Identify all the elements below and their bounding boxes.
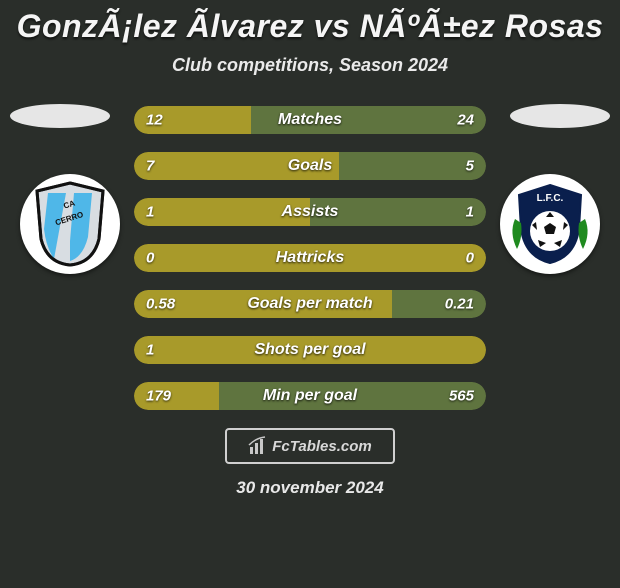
page-title: GonzÃ¡lez Ãlvarez vs NÃºÃ±ez Rosas	[0, 8, 620, 45]
stat-row: 179565Min per goal	[134, 382, 486, 410]
watermark: FcTables.com	[225, 428, 395, 464]
stat-rows: 1224Matches 75Goals 11Assists 00Hattricks 0.…	[134, 104, 486, 410]
stat-label: Shots per goal	[134, 341, 486, 359]
stat-row: 11Assists	[134, 198, 486, 226]
stat-label: Matches	[134, 111, 486, 129]
comparison-chart: CA CERRO L.F.C. 1224Matches 75Goals 11Assi…	[0, 104, 620, 410]
svg-text:L.F.C.: L.F.C.	[537, 193, 564, 204]
stat-label: Goals per match	[134, 295, 486, 313]
stat-label: Hattricks	[134, 249, 486, 267]
lfc-icon: L.F.C.	[507, 181, 593, 267]
stat-label: Goals	[134, 157, 486, 175]
stat-row: 1224Matches	[134, 106, 486, 134]
stat-row: 1Shots per goal	[134, 336, 486, 364]
team-badge-right: L.F.C.	[500, 174, 600, 274]
subtitle: Club competitions, Season 2024	[0, 55, 620, 76]
watermark-text: FcTables.com	[272, 438, 371, 455]
stat-label: Min per goal	[134, 387, 486, 405]
ca-cerro-icon: CA CERRO	[33, 181, 107, 267]
player-right-placeholder	[510, 104, 610, 128]
chart-icon	[248, 436, 268, 456]
stat-row: 75Goals	[134, 152, 486, 180]
team-badge-left: CA CERRO	[20, 174, 120, 274]
stat-row: 0.580.21Goals per match	[134, 290, 486, 318]
date: 30 november 2024	[0, 478, 620, 498]
player-left-placeholder	[10, 104, 110, 128]
stat-label: Assists	[134, 203, 486, 221]
stat-row: 00Hattricks	[134, 244, 486, 272]
